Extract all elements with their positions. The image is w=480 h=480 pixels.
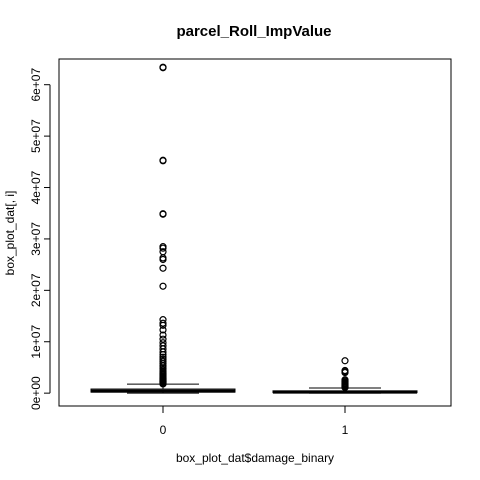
outlier-point (341, 376, 349, 384)
y-tick-label: 5e+07 (29, 119, 43, 153)
outlier-point (341, 357, 349, 365)
box-group-0 (90, 63, 236, 394)
y-tick-label: 1e+07 (29, 325, 43, 359)
outlier-point (159, 210, 167, 218)
outlier-point (341, 366, 349, 375)
outlier-point (159, 335, 167, 343)
y-axis-label: box_plot_dat[, i] (3, 191, 17, 276)
outlier-point (159, 326, 167, 334)
outlier-point (159, 156, 167, 164)
y-axis: 0e+00 1e+07 2e+07 3e+07 4e+07 5e+07 6e+07 (29, 68, 51, 410)
box-group-1 (272, 357, 418, 394)
outlier-point (159, 357, 167, 365)
outlier-point (159, 243, 167, 251)
plot-frame (58, 58, 452, 407)
outlier-point (159, 339, 167, 347)
x-axis-label: box_plot_dat$damage_binary (176, 451, 334, 465)
outlier-point (159, 264, 167, 272)
outlier-point (159, 316, 167, 324)
y-tick-label: 4e+07 (29, 170, 43, 204)
x-tick-label: 0 (160, 423, 167, 437)
outlier-point (159, 63, 167, 71)
outlier-point (159, 353, 167, 361)
y-tick-label: 2e+07 (29, 273, 43, 307)
outlier-point (159, 282, 167, 290)
y-tick-label: 3e+07 (29, 222, 43, 256)
x-tick-label: 1 (342, 423, 349, 437)
outlier-point (159, 319, 167, 327)
y-tick-label: 6e+07 (29, 68, 43, 102)
outlier-point (159, 355, 167, 363)
chart-title: parcel_Roll_ImpValue (176, 23, 331, 40)
y-tick-label: 0e+00 (29, 376, 43, 410)
outlier-point (159, 342, 167, 350)
outlier-point (159, 331, 167, 339)
boxes-layer (90, 63, 418, 394)
outlier-point (159, 248, 167, 256)
